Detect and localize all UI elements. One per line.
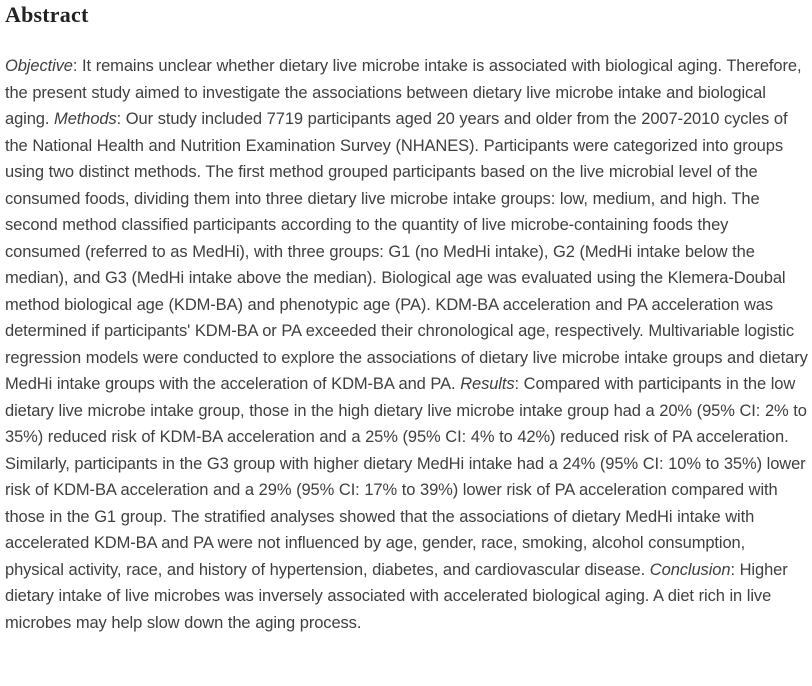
- objective-label: Objective: [5, 57, 73, 75]
- methods-text: : Our study included 7719 participants a…: [5, 110, 808, 393]
- conclusion-label: Conclusion: [649, 560, 731, 579]
- abstract-heading: Abstract: [5, 2, 89, 27]
- methods-label: Methods: [54, 110, 117, 128]
- results-text: : Compared with participants in the low …: [5, 375, 807, 579]
- results-label: Results: [460, 375, 515, 393]
- conclusion-text: : Higher dietary intake of live microbes…: [5, 560, 788, 632]
- objective-text: : It remains unclear whether dietary liv…: [5, 57, 802, 128]
- abstract-paragraph: Objective: It remains unclear whether di…: [5, 53, 808, 636]
